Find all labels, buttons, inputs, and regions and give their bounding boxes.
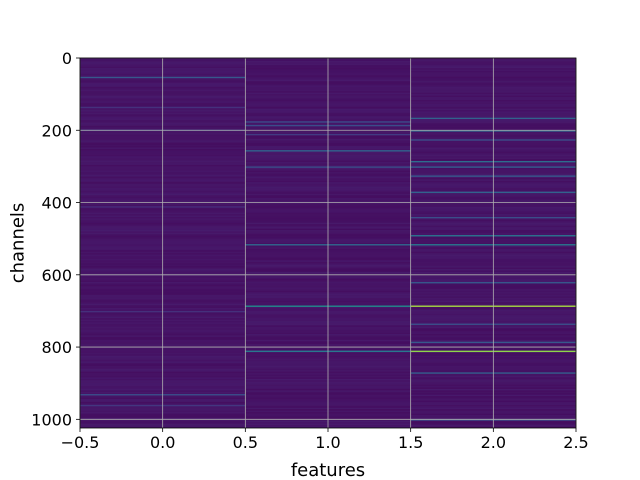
y-tick-label: 0 bbox=[62, 49, 72, 68]
x-tick-label: −0.5 bbox=[61, 433, 100, 452]
x-tick-label: 2.0 bbox=[481, 433, 506, 452]
y-tick-label: 400 bbox=[41, 194, 72, 213]
y-axis: 0 200 400 600 800 1000 bbox=[31, 49, 80, 429]
x-tick-label: 0.5 bbox=[233, 433, 258, 452]
x-tick-label: 1.5 bbox=[398, 433, 423, 452]
x-axis: −0.5 0.0 0.5 1.0 1.5 2.0 2.5 bbox=[61, 428, 589, 452]
y-tick-label: 1000 bbox=[31, 410, 72, 429]
y-tick-label: 200 bbox=[41, 121, 72, 140]
y-tick-label: 600 bbox=[41, 266, 72, 285]
x-tick-label: 1.0 bbox=[315, 433, 340, 452]
grid-lines bbox=[79, 57, 577, 428]
y-tick-label: 800 bbox=[41, 338, 72, 357]
x-tick-label: 0.0 bbox=[150, 433, 175, 452]
x-axis-label: features bbox=[291, 460, 365, 480]
y-axis-label: channels bbox=[7, 203, 28, 284]
x-tick-label: 2.5 bbox=[563, 433, 588, 452]
